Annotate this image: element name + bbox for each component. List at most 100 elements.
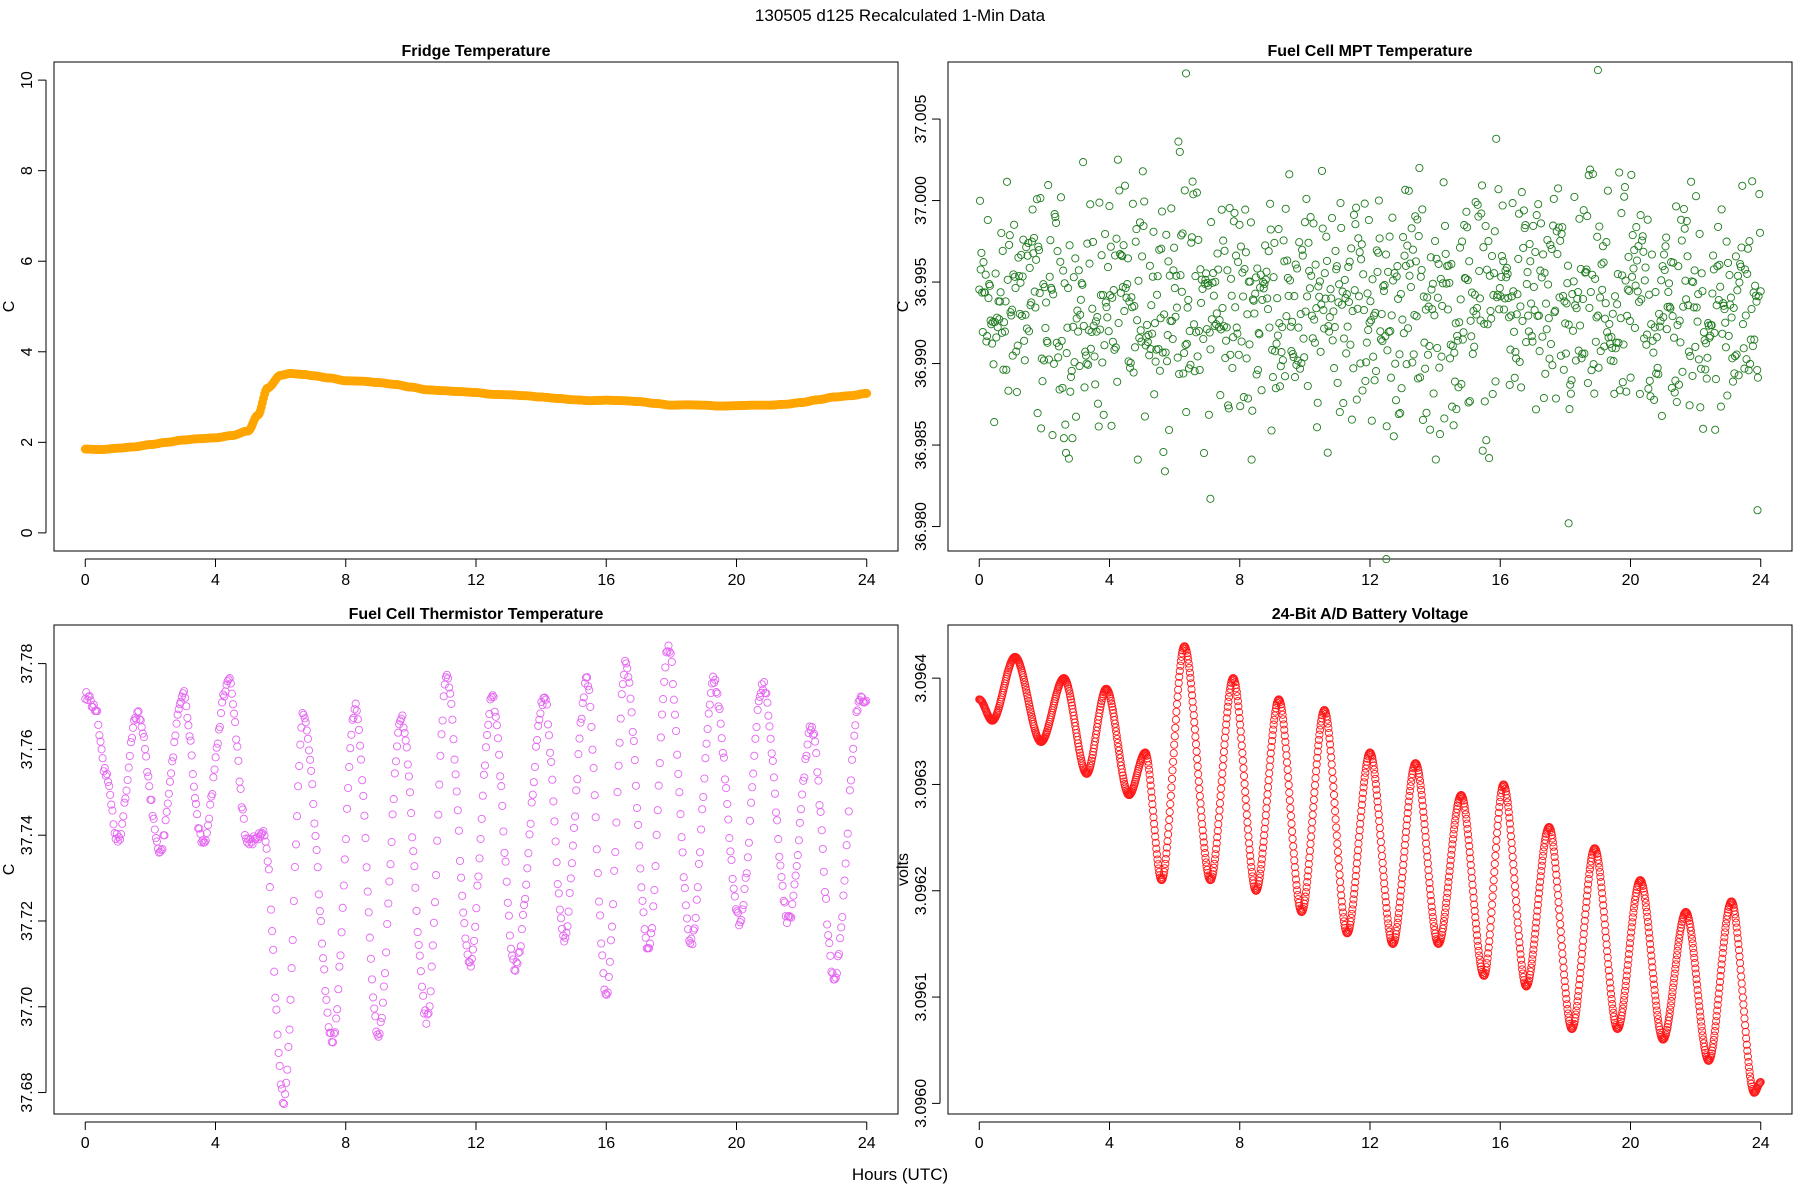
fuel-cell-mpt-temperature-point bbox=[1622, 387, 1631, 396]
battery-voltage-point bbox=[1490, 859, 1499, 868]
fuel-cell-mpt-temperature-point bbox=[1279, 236, 1288, 245]
fuel-cell-thermistor-temperature-point bbox=[379, 982, 388, 991]
battery-voltage-point bbox=[1238, 756, 1247, 765]
fuel-cell-mpt-temperature-point bbox=[1589, 360, 1598, 369]
fuel-cell-thermistor-temperature-point bbox=[458, 891, 467, 900]
fuel-cell-thermistor-temperature-point bbox=[124, 763, 133, 772]
fuel-cell-thermistor-temperature-point bbox=[590, 791, 599, 800]
fuel-cell-thermistor-temperature-point bbox=[704, 709, 713, 718]
battery-voltage-point bbox=[1307, 832, 1316, 841]
battery-voltage-y-tick-label: 3.0961 bbox=[913, 972, 930, 1021]
fuel-cell-thermistor-temperature-y-tick-label: 37.78 bbox=[19, 643, 36, 683]
fuel-cell-thermistor-temperature-point bbox=[478, 791, 487, 800]
fuel-cell-thermistor-temperature-point bbox=[752, 722, 761, 732]
fuel-cell-mpt-temperature-point bbox=[1252, 370, 1261, 379]
fuel-cell-mpt-temperature-point bbox=[1395, 350, 1404, 359]
fuel-cell-thermistor-temperature-point bbox=[314, 890, 323, 899]
fuel-cell-mpt-temperature-point bbox=[1066, 387, 1075, 396]
battery-voltage-point bbox=[1164, 830, 1173, 839]
battery-voltage-point bbox=[1489, 876, 1498, 885]
fuel-cell-mpt-temperature-point bbox=[1126, 358, 1135, 367]
fuel-cell-mpt-temperature-point bbox=[1274, 225, 1283, 234]
fuel-cell-thermistor-temperature-y-tick-label: 37.70 bbox=[19, 987, 36, 1027]
fuel-cell-mpt-temperature-point bbox=[1183, 303, 1192, 312]
fridge-temperature-x-tick-label: 24 bbox=[858, 572, 876, 589]
fuel-cell-thermistor-temperature-point bbox=[651, 862, 660, 871]
fuel-cell-mpt-temperature-point bbox=[1491, 377, 1500, 386]
battery-voltage-point bbox=[1169, 749, 1178, 758]
fuel-cell-thermistor-temperature-point bbox=[680, 884, 689, 893]
battery-voltage-point bbox=[1556, 927, 1565, 936]
fuel-cell-thermistor-temperature-point bbox=[346, 744, 355, 753]
fuel-cell-thermistor-temperature-point bbox=[481, 743, 491, 752]
fuel-cell-thermistor-temperature-point bbox=[597, 939, 606, 948]
battery-voltage-point bbox=[1334, 863, 1344, 872]
fuel-cell-mpt-temperature-point bbox=[1709, 251, 1718, 260]
fuel-cell-mpt-temperature-point bbox=[1138, 167, 1147, 176]
battery-voltage-point bbox=[1327, 753, 1336, 762]
fuel-cell-mpt-temperature-point bbox=[1346, 340, 1355, 349]
fuel-cell-mpt-temperature-point bbox=[1151, 357, 1160, 366]
fuel-cell-mpt-temperature-point bbox=[1263, 305, 1273, 314]
fuel-cell-mpt-temperature-point bbox=[979, 258, 988, 267]
fuel-cell-thermistor-temperature-point bbox=[656, 733, 665, 742]
fuel-cell-thermistor-temperature-point bbox=[365, 933, 374, 942]
fuel-cell-mpt-temperature-point bbox=[1499, 305, 1509, 314]
fuel-cell-thermistor-temperature-point bbox=[599, 969, 608, 978]
fuel-cell-mpt-temperature-point bbox=[1499, 257, 1508, 266]
fuel-cell-mpt-temperature-point bbox=[1313, 398, 1322, 407]
fuel-cell-mpt-temperature-point bbox=[1106, 242, 1115, 251]
fuel-cell-thermistor-temperature-point bbox=[610, 866, 619, 875]
battery-voltage-point bbox=[1512, 896, 1521, 906]
fuel-cell-mpt-temperature-point bbox=[1433, 293, 1442, 302]
fuel-cell-mpt-temperature-point bbox=[1531, 405, 1541, 414]
fuel-cell-mpt-temperature-point bbox=[989, 360, 998, 369]
fuel-cell-mpt-temperature-point bbox=[1617, 209, 1626, 218]
fuel-cell-mpt-temperature-point bbox=[1492, 134, 1501, 143]
fridge-temperature-title: Fridge Temperature bbox=[401, 43, 550, 60]
fuel-cell-thermistor-temperature-point bbox=[339, 881, 348, 890]
battery-voltage-y-tick-label: 3.0964 bbox=[913, 654, 930, 703]
fuel-cell-mpt-temperature-point bbox=[1167, 204, 1176, 213]
fuel-cell-thermistor-temperature-point bbox=[109, 820, 118, 829]
fuel-cell-thermistor-temperature-point bbox=[360, 811, 369, 820]
fuel-cell-thermistor-temperature-point bbox=[386, 860, 395, 869]
fuel-cell-mpt-temperature-point bbox=[1485, 271, 1494, 280]
fuel-cell-thermistor-temperature-point bbox=[504, 911, 513, 920]
fuel-cell-mpt-temperature-point bbox=[1723, 391, 1732, 400]
battery-voltage-point bbox=[1262, 804, 1271, 813]
fuel-cell-mpt-temperature-point bbox=[1093, 313, 1102, 322]
fuel-cell-mpt-temperature-point bbox=[1375, 234, 1384, 243]
fuel-cell-thermistor-temperature-point bbox=[361, 834, 370, 843]
fuel-cell-mpt-temperature-point bbox=[984, 294, 993, 303]
fuel-cell-mpt-temperature-point bbox=[1111, 343, 1120, 352]
fuel-cell-thermistor-temperature-point bbox=[476, 834, 485, 844]
fuel-cell-mpt-temperature-point bbox=[1595, 222, 1604, 231]
fuel-cell-thermistor-temperature-point bbox=[618, 680, 627, 689]
battery-voltage-point bbox=[1289, 842, 1298, 851]
battery-voltage-point bbox=[1513, 918, 1522, 927]
fuel-cell-thermistor-temperature-point bbox=[434, 810, 443, 819]
fuel-cell-mpt-temperature-point bbox=[1514, 254, 1523, 263]
fuel-cell-mpt-temperature-point bbox=[1291, 260, 1300, 269]
fuel-cell-mpt-temperature-point bbox=[1188, 177, 1197, 186]
fuel-cell-thermistor-temperature-point bbox=[726, 847, 735, 856]
fuel-cell-thermistor-temperature-point bbox=[383, 919, 392, 929]
fuel-cell-thermistor-temperature-point bbox=[609, 900, 618, 909]
fuel-cell-mpt-temperature-point bbox=[1519, 243, 1528, 252]
fuel-cell-mpt-temperature-point bbox=[1113, 155, 1122, 164]
fuel-cell-mpt-temperature-point bbox=[1079, 321, 1088, 330]
fuel-cell-mpt-temperature-point bbox=[1373, 267, 1382, 276]
fuel-cell-mpt-temperature-point bbox=[1176, 271, 1185, 280]
fuel-cell-thermistor-temperature-point bbox=[215, 722, 224, 732]
fuel-cell-thermistor-temperature-point bbox=[589, 763, 598, 773]
fuel-cell-thermistor-temperature-point bbox=[815, 801, 824, 810]
fuel-cell-thermistor-temperature-point bbox=[354, 725, 364, 734]
fuel-cell-mpt-temperature-point bbox=[1621, 276, 1630, 285]
fuel-cell-thermistor-temperature-point bbox=[342, 804, 352, 813]
fuel-cell-thermistor-temperature-point bbox=[565, 888, 574, 898]
fridge-temperature-y-tick-label: 10 bbox=[19, 71, 36, 89]
fuel-cell-mpt-temperature-point bbox=[1627, 272, 1637, 281]
fuel-cell-thermistor-temperature-point bbox=[236, 784, 245, 793]
fuel-cell-mpt-temperature-point bbox=[1755, 190, 1764, 199]
